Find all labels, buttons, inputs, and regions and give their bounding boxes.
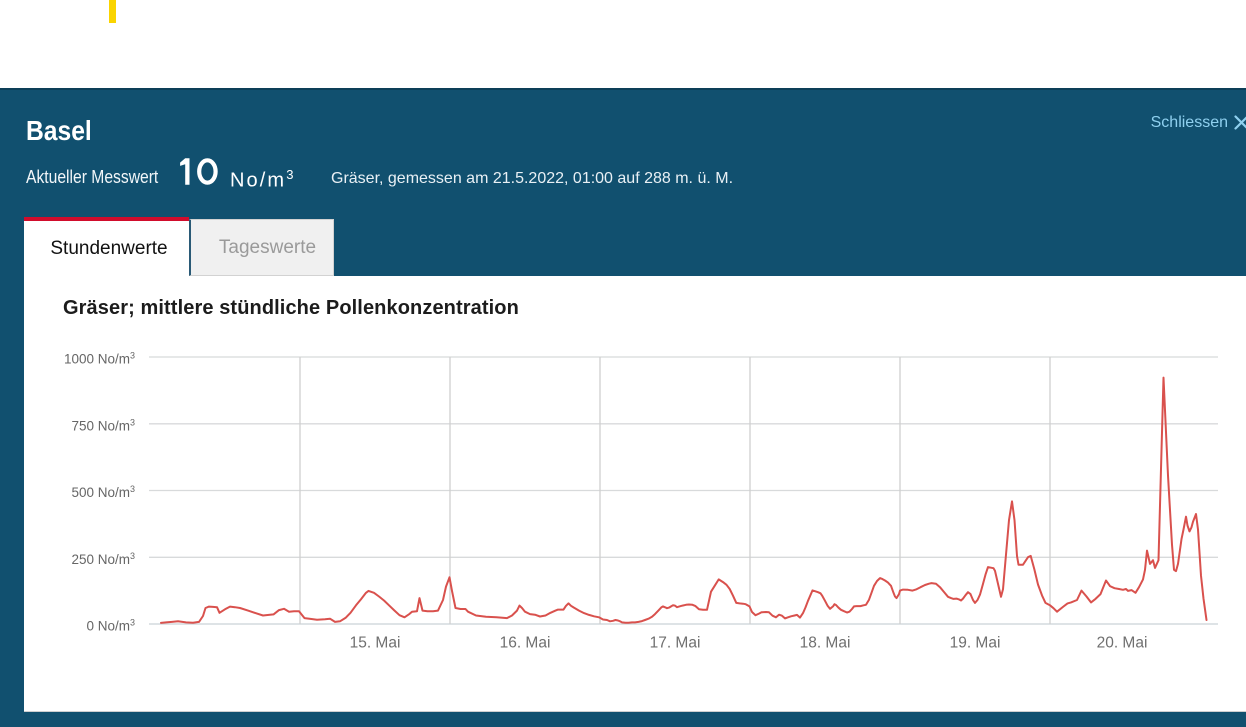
svg-text:1000 No/m3: 1000 No/m3 — [64, 351, 135, 367]
svg-text:750 No/m3: 750 No/m3 — [71, 417, 135, 433]
svg-text:16. Mai: 16. Mai — [500, 635, 551, 652]
svg-text:19. Mai: 19. Mai — [950, 635, 1001, 652]
svg-text:0 No/m3: 0 No/m3 — [86, 618, 135, 634]
svg-text:18. Mai: 18. Mai — [800, 635, 851, 652]
svg-text:15. Mai: 15. Mai — [350, 635, 401, 652]
svg-text:17. Mai: 17. Mai — [650, 635, 701, 652]
svg-text:20. Mai: 20. Mai — [1097, 635, 1148, 652]
svg-text:500 No/m3: 500 No/m3 — [71, 484, 135, 500]
svg-text:250 No/m3: 250 No/m3 — [71, 551, 135, 567]
